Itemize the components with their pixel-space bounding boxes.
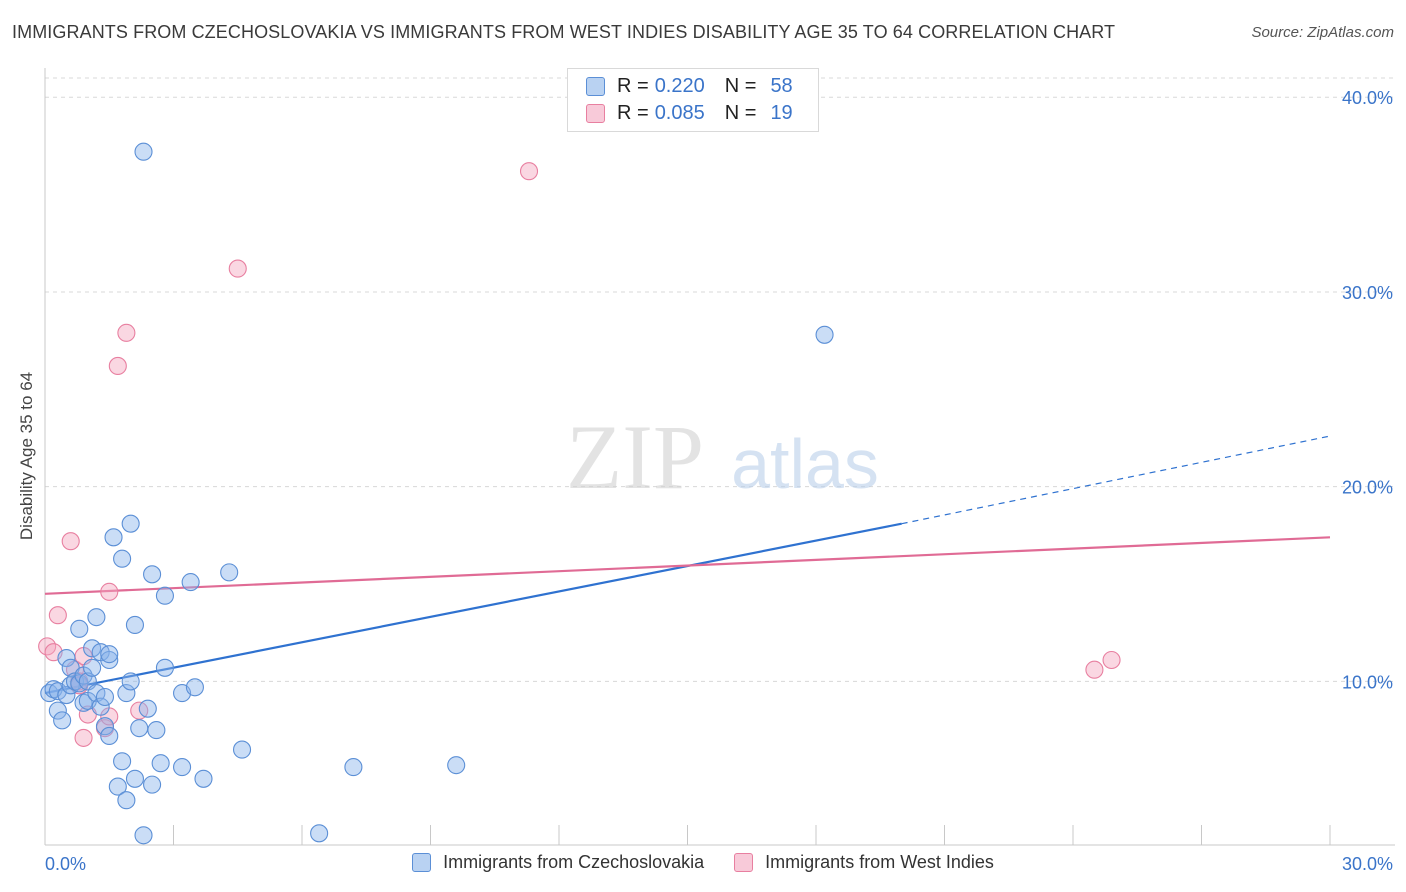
data-point-czechoslovakia [815, 325, 834, 344]
data-point-czechoslovakia [108, 777, 127, 796]
data-point-czechoslovakia [130, 719, 149, 738]
trend-line-czechoslovakia [44, 522, 902, 695]
series-label-czechoslovakia: Immigrants from Czechoslovakia [443, 852, 705, 872]
data-point-czechoslovakia [220, 563, 239, 582]
trend-line-west-indies [44, 536, 1331, 595]
grid-lines [45, 77, 1395, 682]
series-swatch-west-indies [734, 853, 754, 872]
data-point-czechoslovakia [57, 686, 76, 705]
y-axis-title: Disability Age 35 to 64 [17, 371, 36, 541]
data-point-czechoslovakia [125, 615, 144, 634]
data-point-czechoslovakia [232, 740, 252, 759]
data-point-west-indies [100, 582, 119, 601]
series-label-west-indies: Immigrants from West Indies [765, 852, 994, 872]
legend-r-value: 0.220 [654, 74, 705, 97]
data-point-czechoslovakia [121, 514, 140, 533]
legend-swatch-czechoslovakia [586, 76, 605, 96]
data-point-czechoslovakia [151, 754, 170, 773]
x-tick-label: 30.0% [1342, 854, 1393, 874]
data-point-czechoslovakia [100, 645, 119, 664]
source-label: Source: ZipAtlas.com [1251, 24, 1394, 41]
legend-swatch-west-indies [586, 103, 605, 123]
data-point-west-indies [61, 532, 80, 551]
legend-row-west-indies: R = 0.085 N = 19 [586, 101, 793, 125]
data-point-west-indies [1085, 660, 1104, 679]
data-point-czechoslovakia [134, 142, 153, 161]
legend-r-value: 0.085 [654, 101, 705, 124]
trend-line-extension [901, 435, 1331, 525]
y-tick-label: 30.0% [1342, 283, 1393, 303]
data-point-czechoslovakia [113, 752, 132, 771]
legend-r-label: R = [617, 101, 649, 124]
data-point-czechoslovakia [117, 791, 136, 810]
scatter-points [38, 142, 1121, 845]
data-point-czechoslovakia [113, 549, 132, 568]
data-point-czechoslovakia [134, 826, 153, 845]
data-point-czechoslovakia [125, 769, 144, 788]
data-point-west-indies [1102, 650, 1121, 670]
data-point-czechoslovakia [344, 758, 363, 777]
data-point-czechoslovakia [100, 726, 119, 745]
data-point-west-indies [519, 162, 539, 181]
data-point-czechoslovakia [87, 684, 106, 703]
axes [44, 68, 1395, 846]
data-point-czechoslovakia [83, 658, 102, 677]
watermark-atlas: atlas [731, 425, 879, 503]
data-point-czechoslovakia [185, 678, 204, 697]
data-point-czechoslovakia [121, 672, 140, 691]
data-point-czechoslovakia [138, 699, 157, 718]
data-point-czechoslovakia [95, 717, 115, 736]
data-point-czechoslovakia [95, 687, 115, 707]
data-point-czechoslovakia [100, 650, 119, 670]
data-point-czechoslovakia [447, 756, 466, 775]
legend-r-label: R = [617, 74, 649, 97]
data-point-czechoslovakia [83, 639, 102, 658]
legend-n-value: 58 [770, 74, 793, 97]
data-point-czechoslovakia [155, 586, 174, 605]
data-point-czechoslovakia [155, 658, 174, 677]
legend-n-value: 19 [770, 101, 793, 124]
data-point-czechoslovakia [104, 528, 123, 547]
series-swatch-czechoslovakia [412, 853, 432, 872]
data-point-west-indies [117, 323, 136, 342]
data-point-czechoslovakia [181, 573, 200, 592]
chart-title: IMMIGRANTS FROM CZECHOSLOVAKIA VS IMMIGR… [12, 22, 1116, 42]
watermark-zip: ZIP [566, 406, 704, 508]
tick-labels: 10.0% 20.0% 30.0% 40.0% 0.0% 30.0% [45, 88, 1393, 874]
y-tick-label: 20.0% [1342, 478, 1393, 498]
series-legend-czechoslovakia: Immigrants from Czechoslovakia [412, 852, 704, 873]
data-point-czechoslovakia [194, 769, 213, 788]
data-point-czechoslovakia [91, 697, 110, 716]
x-tick-label: 0.0% [45, 854, 86, 874]
data-point-czechoslovakia [143, 565, 162, 584]
data-point-west-indies [228, 259, 247, 278]
data-point-czechoslovakia [57, 649, 76, 668]
data-point-west-indies [74, 728, 93, 747]
data-point-czechoslovakia [310, 824, 329, 843]
data-point-west-indies [108, 356, 127, 375]
data-point-czechoslovakia [143, 775, 162, 794]
watermark: ZIP atlas [566, 406, 879, 508]
data-point-czechoslovakia [117, 684, 136, 703]
legend-n-label: N = [724, 74, 757, 97]
series-legend: Immigrants from Czechoslovakia Immigrant… [0, 852, 1406, 873]
data-point-czechoslovakia [173, 758, 192, 777]
trend-lines [44, 435, 1331, 695]
data-point-czechoslovakia [53, 711, 72, 730]
data-point-west-indies [48, 606, 67, 625]
y-tick-label: 40.0% [1342, 88, 1393, 108]
data-point-czechoslovakia [48, 701, 67, 720]
legend: R = 0.220 N = 58 R = 0.085 N = 19 [567, 68, 819, 132]
data-point-czechoslovakia [87, 608, 106, 627]
series-legend-west-indies: Immigrants from West Indies [734, 852, 994, 873]
legend-n-label: N = [724, 101, 757, 124]
data-point-czechoslovakia [147, 721, 166, 740]
legend-row-czechoslovakia: R = 0.220 N = 58 [586, 74, 793, 98]
y-tick-label: 10.0% [1342, 672, 1393, 692]
data-point-czechoslovakia [70, 619, 89, 638]
